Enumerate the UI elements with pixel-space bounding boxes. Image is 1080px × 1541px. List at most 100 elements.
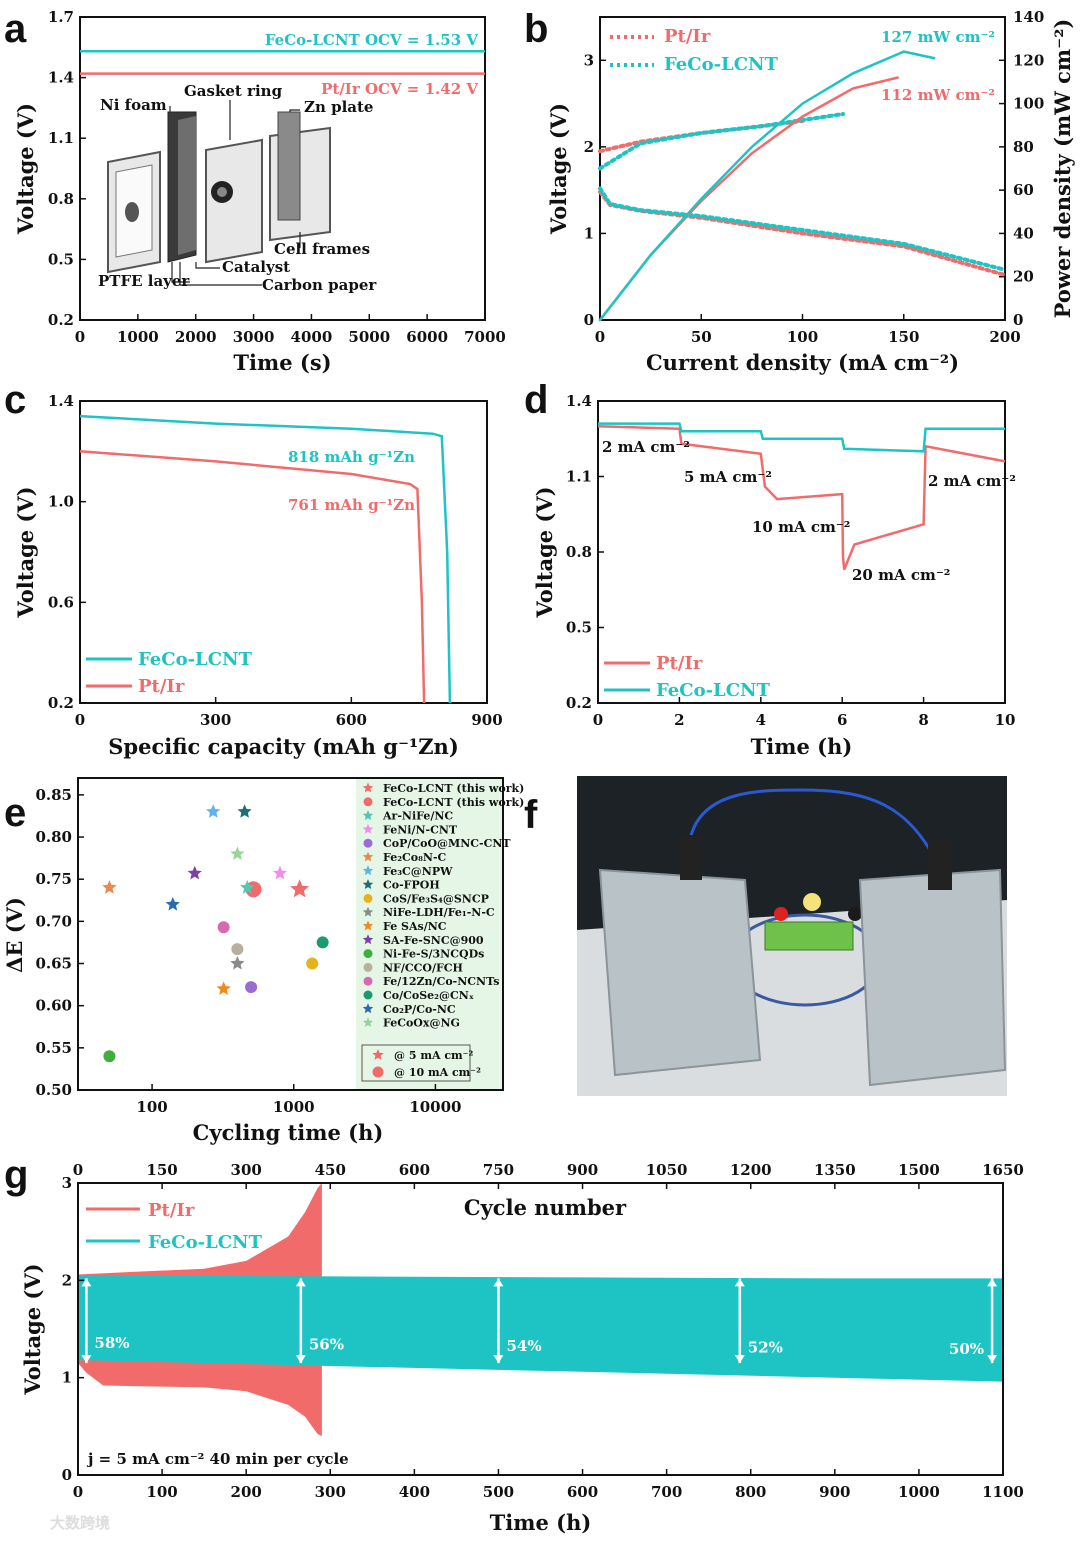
- panel-g-efficiency-label-4: 50%: [949, 1340, 984, 1358]
- panel-e-y-tick-label: 0.85: [35, 786, 72, 804]
- panel-e-point-0: [290, 879, 310, 898]
- panel-b-y2-tick-label: 60: [1013, 181, 1034, 199]
- panel-d-x-tick-label: 6: [837, 711, 847, 729]
- panel-e-legend-extra-marker-0: [372, 1049, 384, 1060]
- panel-d-legend-label-0: Pt/Ir: [656, 653, 703, 674]
- panel-g-legend-label-0: Pt/Ir: [148, 1200, 195, 1221]
- panel-e-point-6: [187, 865, 202, 880]
- inset-label-zn-plate: Zn plate: [304, 98, 373, 116]
- panel-e-y-tick-label: 0.50: [35, 1081, 72, 1099]
- panel-f-photo: [577, 776, 1007, 1096]
- panel-a-y-tick-label: 1.7: [48, 8, 74, 26]
- panel-b-y-tick-label: 3: [584, 51, 594, 69]
- panel-e-point-3: [206, 804, 221, 818]
- cell-frame-left-hole: [125, 202, 139, 222]
- panel-b-xlabel: Current density (mA cm⁻²): [646, 350, 959, 375]
- panel-d-label: d: [524, 378, 548, 422]
- panel-e-y-tick-label: 0.55: [35, 1039, 72, 1057]
- panel-e-legend-label-8: CoS/Fe₃S₄@SNCP: [383, 892, 489, 905]
- panel-g-y-tick-label: 2: [62, 1271, 72, 1289]
- panel-b-y2-tick-label: 0: [1013, 311, 1023, 329]
- panel-e-x-tick-label: 10000: [409, 1098, 461, 1116]
- panel-e-point-9: [165, 897, 180, 911]
- panel-b-y2-tick-label: 40: [1013, 224, 1034, 242]
- panel-g-xlabel: Time (h): [490, 1510, 592, 1535]
- panel-c-legend-label-1: Pt/Ir: [138, 676, 185, 697]
- gasket-ring-inner: [217, 187, 227, 197]
- panel-e-legend-label-4: CoP/CoO@MNC-CNT: [383, 837, 511, 850]
- panel-b-y2-tick-label: 80: [1013, 138, 1034, 156]
- panel-e-legend-extra-box: [361, 1044, 471, 1082]
- panel-e-legend-marker-6: [362, 865, 374, 876]
- panel-c-y-tick-label: 1.0: [48, 493, 74, 511]
- photo-led-board: [764, 921, 854, 951]
- panel-g-x2-tick-label: 1050: [646, 1161, 688, 1179]
- panel-b-x-tick-label: 150: [888, 328, 919, 346]
- panel-g-x2-tick-label: 150: [146, 1161, 177, 1179]
- panel-a-annotation-feco: FeCo-LCNT OCV = 1.53 V: [265, 31, 479, 49]
- panel-a-annotation-pt: Pt/Ir OCV = 1.42 V: [321, 80, 478, 98]
- leader-carbon: [179, 262, 262, 286]
- panel-b-label: b: [524, 7, 548, 51]
- panel-e-point-15: [216, 981, 231, 995]
- panel-e-legend-label-14: Fe/12Zn/Co-NCNTs: [383, 975, 499, 988]
- panel-a-x-tick-label: 5000: [348, 328, 390, 346]
- panel-c-x-tick-label: 600: [336, 711, 367, 729]
- panel-b-annotation-pt: 112 mW cm⁻²: [881, 86, 995, 104]
- panel-d-y-tick-label: 0.2: [566, 694, 592, 712]
- panel-a-x-tick-label: 6000: [406, 328, 448, 346]
- panel-g-x2-tick-label: 1650: [982, 1161, 1024, 1179]
- panel-d-current-label-0: 2 mA cm⁻²: [602, 438, 690, 456]
- catalyst-layer: [178, 116, 196, 255]
- panel-g-annotation: j = 5 mA cm⁻² 40 min per cycle: [86, 1450, 349, 1468]
- panel-c-frame: [79, 400, 488, 704]
- panel-a-y-tick-label: 0.8: [48, 190, 74, 208]
- panel-a-x-tick-label: 1000: [117, 328, 159, 346]
- panel-b-frame: [599, 16, 1006, 321]
- panel-g-arrowhead-up-1: [295, 1278, 306, 1287]
- inset-label-ni-foam: Ni foam: [100, 96, 167, 114]
- panel-d-current-label-3: 20 mA cm⁻²: [852, 566, 950, 584]
- panel-b-series-3: [598, 112, 845, 171]
- panel-g-x-tick-label: 0: [73, 1483, 83, 1501]
- panel-a-inset-schematic: [107, 100, 331, 286]
- panel-e-legend-marker-14: [363, 976, 373, 986]
- panel-a-frame: [79, 16, 486, 321]
- panel-g-ylabel: Voltage (V): [20, 1263, 45, 1395]
- panel-c-x-tick-label: 900: [471, 711, 502, 729]
- panel-e-x-tick-label: 100: [136, 1098, 167, 1116]
- panel-e-legend-label-13: NF/CCO/FCH: [383, 961, 463, 974]
- panel-d-y-tick-label: 1.1: [566, 468, 592, 486]
- panel-b-series-5: [598, 50, 936, 322]
- panel-e-legend-marker-2: [362, 810, 374, 820]
- panel-g-arrowhead-up-0: [81, 1278, 92, 1287]
- panel-e-point-2: [102, 880, 117, 894]
- panel-c-y-tick-label: 0.2: [48, 694, 74, 712]
- panel-g-x2-tick-label: 450: [315, 1161, 346, 1179]
- panel-e-legend-box: [356, 779, 502, 1089]
- inset-label-cell-frames: Cell frames: [274, 240, 370, 258]
- panel-d-current-label-1: 5 mA cm⁻²: [684, 468, 772, 486]
- panel-d-ylabel: Voltage (V): [532, 486, 557, 618]
- panel-d-x-tick-label: 4: [756, 711, 766, 729]
- panel-e-legend-marker-8: [363, 893, 373, 903]
- panel-e-xlabel: Cycling time (h): [193, 1120, 384, 1145]
- photo-led-light: [803, 893, 821, 911]
- panel-a-y-tick-label: 0.5: [48, 250, 74, 268]
- photo-clip-left: [680, 835, 702, 880]
- panel-g-x-tick-label: 100: [146, 1483, 177, 1501]
- panel-e-legend-marker-9: [362, 906, 374, 917]
- panel-e-legend-marker-12: [363, 949, 373, 959]
- panel-g-x2-tick-label: 1350: [814, 1161, 856, 1179]
- panel-e-legend-extra-marker-1: [372, 1066, 384, 1078]
- panel-e-point-10: [217, 921, 230, 934]
- panel-b-series-4: [598, 76, 899, 322]
- zn-plate: [277, 111, 301, 221]
- panel-c-legend-label-0: FeCo-LCNT: [138, 649, 252, 670]
- panel-e-y-tick-label: 0.70: [35, 912, 72, 930]
- panel-e-point-11: [231, 943, 244, 956]
- panel-g-arrowhead-up-2: [493, 1278, 504, 1287]
- panel-b-y-tick-label: 0: [584, 311, 594, 329]
- panel-e-point-5: [230, 846, 245, 860]
- inset-label-gasket-ring: Gasket ring: [184, 82, 283, 100]
